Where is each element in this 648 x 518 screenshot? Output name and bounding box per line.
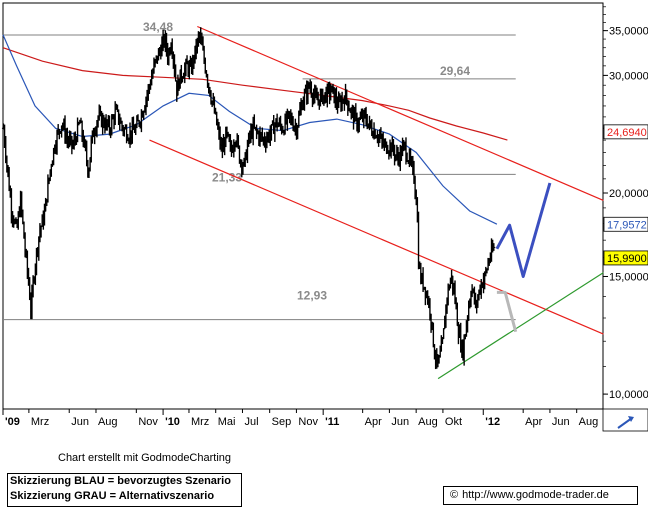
level-label: 29,64 bbox=[440, 64, 470, 78]
level-label: 34,48 bbox=[143, 20, 173, 34]
y-tick-label: 10,0000 bbox=[609, 389, 648, 401]
x-axis: '09 Mrz Jun Aug Nov '10 Mrz Mai Jul Sep Nov '11 Apr J… bbox=[2, 409, 599, 428]
badge-value: 15,9900 bbox=[607, 253, 647, 265]
grey-alternative-scenario bbox=[496, 290, 518, 333]
price-bar bbox=[492, 243, 496, 251]
legend-blue-scenario: Skizzierung BLAU = bevorzugtes Szenario bbox=[10, 475, 231, 487]
x-tick-label: '09 bbox=[5, 416, 20, 428]
badge-box bbox=[603, 216, 648, 232]
scenario-sketches bbox=[495, 182, 552, 333]
badge-value: 17,9572 bbox=[607, 219, 647, 231]
x-tick-label: Mai bbox=[218, 416, 236, 428]
long-moving-average bbox=[2, 47, 508, 141]
arrow-head-icon bbox=[628, 416, 634, 422]
source-watermark: © http://www.godmode-trader.de bbox=[443, 486, 638, 505]
x-tick-label: Okt bbox=[445, 416, 462, 428]
x-tick-label: Apr bbox=[365, 416, 382, 428]
x-tick-label: Aug bbox=[98, 416, 118, 428]
chart-credit: Chart erstellt mit GodmodeCharting bbox=[58, 452, 232, 464]
badge-box bbox=[603, 250, 648, 266]
y-tick-label: 15,0000 bbox=[609, 271, 648, 283]
x-tick-label: '12 bbox=[485, 416, 500, 428]
corner-box bbox=[602, 408, 648, 432]
y-tick-label: 30,0000 bbox=[609, 70, 648, 82]
x-tick-label: Aug bbox=[418, 416, 438, 428]
scenario-legend: Skizzierung BLAU = bevorzugtes Szenario … bbox=[7, 473, 242, 507]
x-tick-label: '10 bbox=[165, 416, 180, 428]
x-tick-label: Nov bbox=[138, 416, 158, 428]
x-tick-label: Jun bbox=[552, 416, 570, 428]
y-axis: 10,000015,000020,000025,000030,000035,00… bbox=[603, 6, 648, 401]
price-badge: 17,9572 bbox=[603, 216, 648, 232]
x-tick-label: Jun bbox=[71, 416, 89, 428]
copyright-icon: © bbox=[450, 489, 459, 501]
x-tick-label: Jul bbox=[244, 416, 258, 428]
y-tick-label: 35,0000 bbox=[609, 26, 648, 38]
chart-corner-button[interactable] bbox=[602, 408, 648, 432]
horizontal-levels: 34,48 29,64 21,33 12,93 bbox=[3, 20, 516, 321]
level-label: 21,33 bbox=[212, 170, 242, 184]
plot-frame bbox=[2, 2, 604, 410]
indicator-lines bbox=[2, 25, 604, 380]
x-tick-label: Apr bbox=[525, 416, 542, 428]
x-tick-label: Mrz bbox=[191, 416, 209, 428]
price-bars bbox=[1, 27, 496, 370]
source-url[interactable]: http://www.godmode-trader.de bbox=[462, 489, 609, 501]
y-tick-label: 20,0000 bbox=[609, 188, 648, 200]
upper-trend-channel bbox=[197, 25, 604, 201]
price-badge: 15,9900 bbox=[603, 250, 648, 266]
level-label: 12,93 bbox=[297, 289, 327, 303]
x-tick-label: Jun bbox=[391, 416, 409, 428]
x-tick-label: Nov bbox=[298, 416, 318, 428]
x-tick-label: Sep bbox=[272, 416, 292, 428]
price-badges: 24,6940 17,9572 15,9900 bbox=[603, 124, 648, 266]
blue-preferred-scenario bbox=[495, 182, 552, 278]
x-tick-label: '11 bbox=[325, 416, 339, 428]
lower-trend-channel bbox=[149, 139, 604, 335]
badge-value: 24,6940 bbox=[607, 127, 647, 139]
price-badge: 24,6940 bbox=[603, 124, 648, 140]
plot-border bbox=[2, 2, 604, 410]
badge-box bbox=[603, 124, 648, 140]
legend-grey-scenario: Skizzierung GRAU = Alternativszenario bbox=[10, 490, 215, 502]
arrow-icon bbox=[617, 417, 633, 429]
support-trendline bbox=[437, 272, 604, 380]
x-tick-label: Mrz bbox=[31, 416, 49, 428]
x-tick-label: Aug bbox=[579, 416, 599, 428]
